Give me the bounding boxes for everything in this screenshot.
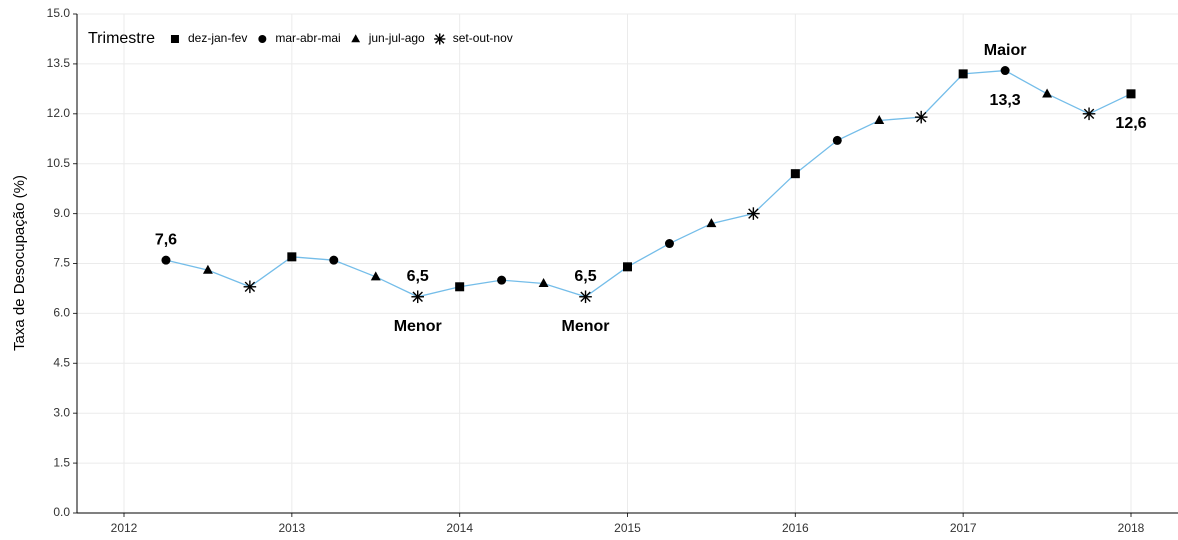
marker [706,218,717,228]
legend-label: dez-jan-fev [188,31,247,45]
marker [832,135,842,145]
y-tick-label: 4.5 [53,355,70,369]
annotation: 12,6 [1115,115,1146,132]
legend-label: jun-jul-ago [368,31,425,45]
marker [1000,66,1010,76]
annotation: Menor [562,318,610,335]
x-tick-label: 2012 [111,521,138,535]
annotation: 6,5 [574,268,596,285]
annotation: Maior [984,42,1027,59]
marker-stroke [915,111,927,123]
x-tick-label: 2016 [782,521,809,535]
annotation: Menor [394,318,442,335]
legend-title: Trimestre [88,30,155,47]
y-tick-label: 7.5 [53,256,70,270]
marker [202,264,213,274]
marker [161,255,171,265]
y-tick-label: 9.0 [53,206,70,220]
marker [914,110,928,124]
marker [623,262,632,272]
x-tick-label: 2013 [278,521,305,535]
marker [170,35,179,43]
legend-label: set-out-nov [453,31,513,45]
marker [538,278,549,288]
marker [874,115,885,125]
y-tick-label: 13.5 [47,56,71,70]
marker-stroke [580,291,591,302]
x-tick-label: 2015 [614,521,641,535]
y-tick-label: 3.0 [53,405,70,419]
y-tick-label: 15.0 [47,6,71,20]
x-tick-label: 2017 [950,521,977,535]
marker-stroke [244,281,256,293]
x-tick-label: 2014 [446,521,473,535]
marker [434,33,446,45]
marker-stroke [435,34,445,44]
marker [258,35,267,43]
marker-stroke [748,208,759,219]
marker [958,69,968,79]
marker [747,207,760,220]
marker [370,271,381,281]
marker [1042,88,1053,98]
marker [790,169,800,179]
x-tick-label: 2018 [1118,521,1145,535]
annotation: 13,3 [990,92,1021,109]
marker [243,280,257,294]
marker [1082,107,1096,121]
legend-label: mar-abr-mai [275,31,340,45]
marker [329,255,339,265]
marker [664,239,674,249]
marker-stroke [1083,108,1095,120]
marker [351,34,361,43]
y-axis-label: Taxa de Desocupação (%) [11,175,28,351]
marker [411,290,425,304]
marker [497,275,507,285]
y-tick-label: 1.5 [53,455,70,469]
marker [455,282,465,292]
marker-stroke [412,291,423,302]
marker [579,290,592,304]
annotation: 6,5 [407,268,429,285]
annotation: 7,6 [155,231,177,248]
data-line [165,69,1132,298]
marker [287,252,297,262]
y-tick-label: 10.5 [47,156,71,170]
y-tick-label: 12.0 [47,106,71,120]
y-tick-label: 6.0 [53,306,70,320]
marker [1126,89,1136,99]
y-tick-label: 0.0 [53,505,70,519]
